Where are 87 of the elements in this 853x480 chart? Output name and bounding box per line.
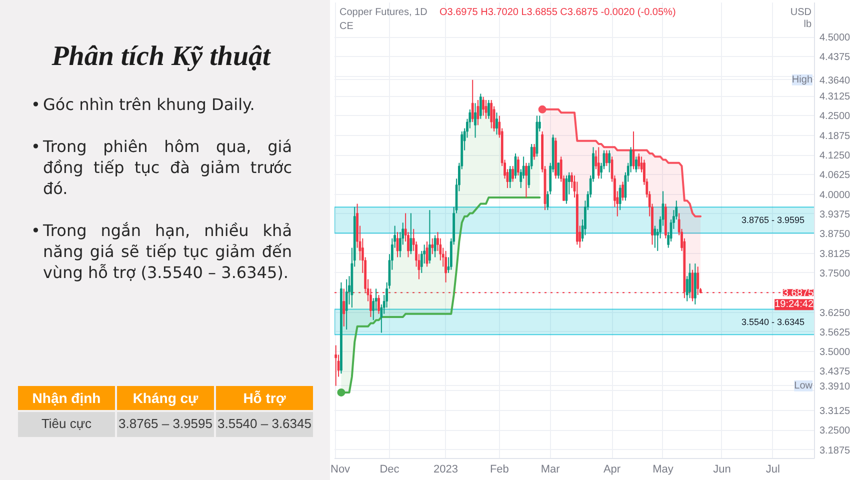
y-tick-label: 3.3910 (820, 381, 851, 392)
y-tick-label: 3.8750 (820, 229, 851, 240)
text: 3.5540 – 3.6345 (218, 416, 312, 432)
candlestick (608, 150, 611, 173)
category-label: Hỗ trợ (216, 386, 313, 410)
text: • Trong phiên hôm qua, giá đồng tiếp tục đà giảm trước đó. (31, 136, 292, 199)
x-tick-label: 2023 (434, 464, 458, 476)
candlestick (482, 96, 485, 116)
text: 3.8765 – 3.9595 (118, 416, 212, 432)
candlestick (474, 102, 476, 138)
candlestick (484, 99, 488, 120)
candlestick (512, 166, 514, 182)
candlestick (565, 174, 568, 204)
text: Tiêu cực (41, 416, 92, 432)
text: • Trong ngắn hạn, nhiều khả năng giá sẽ tiếp tục giảm đến vùng hỗ trợ (3.5540 – 3.6345). (31, 220, 292, 283)
candlestick (488, 99, 490, 120)
y-tick-label: 3.5625 (820, 327, 851, 338)
y-tick-label: 4.3125 (820, 92, 851, 103)
candlestick (410, 212, 412, 255)
x-tick-label: Mar (540, 464, 560, 476)
candlestick (428, 210, 431, 264)
y-tick-label: 4.0000 (820, 190, 851, 201)
y-tick-label: 4.0625 (820, 170, 851, 182)
text: Phân tích Kỹ thuật (50, 40, 272, 74)
candlestick (517, 156, 520, 176)
y-tick-label: 3.5000 (820, 347, 851, 358)
y-tick-label: 3.1875 (820, 445, 851, 456)
candlestick (496, 112, 498, 136)
y-axis-title: USD lb (790, 7, 812, 30)
x-tick-label: Feb (490, 464, 509, 476)
y-tick-label: 4.1250 (820, 150, 851, 162)
candlestick (508, 166, 512, 189)
y-tick-label: 3.7500 (820, 268, 851, 280)
annotation: Low (794, 380, 814, 392)
y-tick-label: 4.3640 (820, 75, 851, 86)
candlestick (342, 288, 346, 327)
x-tick-label: Jun (713, 464, 731, 476)
candlestick (632, 130, 635, 170)
candlestick (688, 263, 691, 299)
candlestick (396, 232, 399, 258)
candlestick (557, 162, 560, 180)
y-tick-label: 3.9375 (820, 209, 851, 220)
candlestick (345, 278, 348, 330)
candlestick (426, 241, 428, 268)
y-tick-label: 3.4375 (820, 366, 851, 378)
candlestick (444, 250, 447, 283)
candlestick (525, 162, 528, 198)
y-tick-label: 4.1875 (820, 130, 851, 142)
y-tick-label: 3.2500 (820, 426, 851, 437)
category-label: Kháng cự (117, 386, 214, 410)
candlestick (479, 93, 482, 120)
candlestick (696, 266, 700, 296)
x-tick-label: Nov (330, 464, 351, 476)
y-tick-label: 3.6250 (820, 308, 851, 319)
x-tick-label: Dec (380, 464, 400, 476)
chart-subtitle: O3.6975 H3.7020 L3.6855 C3.6875 -0.0020 (-0.05%) (440, 7, 676, 18)
band-label: 3.5540 - 3.6345 (741, 316, 805, 327)
candlestick (431, 238, 434, 255)
candlestick (618, 184, 622, 211)
candlestick (638, 152, 640, 170)
candlestick (476, 99, 480, 126)
annotation: High (792, 74, 813, 86)
band-label: 3.8765 - 3.9595 (741, 215, 805, 226)
y-tick-label: 3.3125 (820, 406, 851, 418)
candlestick (471, 79, 474, 123)
candlestick (490, 99, 493, 129)
x-tick-label: Jul (766, 464, 780, 476)
candlestick (597, 146, 600, 180)
y-tick-label: 3.8125 (820, 248, 851, 260)
candlestick (622, 181, 624, 202)
candlestick (378, 294, 380, 314)
candlestick (434, 234, 436, 258)
y-tick-label: 4.2500 (820, 111, 851, 122)
y-tick-label: 4.5000 (820, 32, 851, 44)
category-label: Nhận định (18, 386, 115, 410)
annotation: CE (340, 21, 354, 32)
chart-title: Copper Futures, 1D (340, 7, 428, 18)
candlestick (605, 150, 608, 167)
candlestick (533, 144, 536, 160)
candlestick (514, 152, 517, 180)
x-tick-label: Apr (603, 464, 621, 476)
text: • Góc nhìn trên khung Daily. (31, 94, 256, 115)
y-tick-label: 4.4375 (820, 52, 851, 64)
candlestick (334, 344, 338, 386)
candlestick (634, 156, 638, 173)
candlestick (654, 225, 656, 248)
x-tick-label: May (652, 464, 674, 476)
